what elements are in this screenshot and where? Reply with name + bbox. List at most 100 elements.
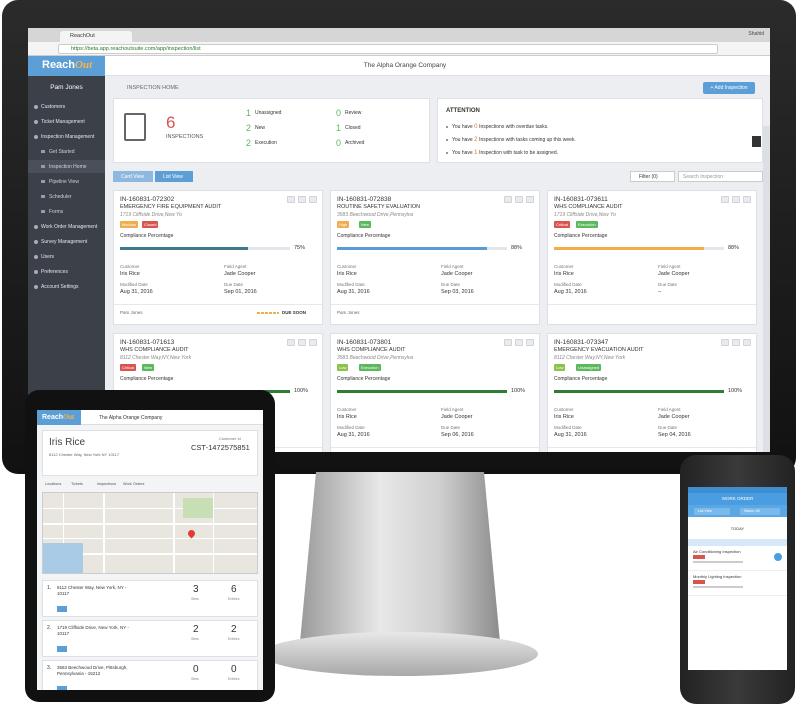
card-divider [548, 447, 756, 448]
submenu-icon [41, 165, 45, 168]
card-divider [114, 304, 322, 305]
user-name: Pam Jones [50, 84, 83, 91]
menu-item[interactable]: Users [41, 254, 55, 260]
menu-item[interactable]: Ticket Management [41, 119, 85, 125]
edit-icon[interactable] [298, 196, 306, 203]
map [42, 492, 258, 574]
phone-status-filter[interactable]: Status: All [740, 508, 780, 515]
work-order-title[interactable]: Monthly Lighting Inspection [693, 574, 742, 579]
card-id: IN-160831-073347 [554, 339, 609, 346]
phone-status-bar [688, 487, 787, 493]
field-label: Modified Date [554, 425, 582, 430]
bullet [446, 126, 448, 128]
tablet-tab[interactable]: Locations [45, 482, 62, 486]
attention-title: ATTENTION [446, 108, 480, 114]
delete-icon[interactable] [526, 196, 534, 203]
menu-item[interactable]: Inspection Management [41, 134, 95, 140]
field-value: Sep 01, 2016 [224, 289, 257, 295]
inspection-card: IN-160831-072302 EMERGENCY FIRE EQUIPMENT… [113, 190, 323, 325]
edit-icon[interactable] [732, 196, 740, 203]
map-road [43, 538, 257, 539]
work-order-tag [693, 555, 705, 559]
work-order-title[interactable]: Air Conditioning Inspection [693, 549, 741, 554]
list-view-button[interactable]: List View [155, 171, 193, 182]
submenu-item[interactable]: Forms [49, 209, 64, 215]
view-icon[interactable] [504, 196, 512, 203]
search-input[interactable]: Search Inspection [678, 171, 763, 182]
info-badge [752, 136, 761, 147]
status-tag: Critical [554, 221, 571, 228]
location-address: 3583 Beechwood Drive, Pittsburgh, Pennsy… [57, 665, 128, 676]
entities-count: 6 [231, 584, 237, 595]
tab-bar [28, 28, 770, 42]
view-icon[interactable] [721, 339, 729, 346]
map-road [213, 493, 214, 573]
edit-icon[interactable] [732, 339, 740, 346]
map-park [183, 498, 213, 518]
delete-icon[interactable] [309, 196, 317, 203]
field-label: Customer [554, 407, 574, 412]
stat-label: New [255, 125, 266, 131]
menu-active [28, 160, 105, 173]
menu-item[interactable]: Work Order Management [41, 224, 98, 230]
attention-lead: You have [452, 150, 475, 156]
browser-user: Shahid [748, 31, 764, 37]
browser-tab[interactable]: ReachOut [60, 31, 132, 42]
field-value: Jade Cooper [441, 414, 473, 420]
clipboard-icon [124, 113, 146, 141]
card-view-button[interactable]: Card View [113, 171, 153, 182]
tablet-tab[interactable]: Tickets [71, 482, 83, 486]
card-id: IN-160831-071613 [120, 339, 175, 346]
submenu-item[interactable]: Scheduler [49, 194, 72, 200]
location-button[interactable] [57, 646, 67, 652]
view-icon[interactable] [287, 339, 295, 346]
tablet-tab[interactable]: Inspections [97, 482, 117, 486]
inspection-card: IN-160831-073347 EMERGENCY EVACUATION AUD… [547, 333, 757, 452]
submenu-item[interactable]: Pipeline View [49, 179, 79, 185]
stat-label: Closed [345, 125, 361, 131]
tablet-company: The Alpha Orange Company [99, 415, 163, 421]
url-field[interactable]: https://beta.app.reachoutsuite.com/app/i… [58, 44, 718, 54]
card-title: WHS COMPLIANCE AUDIT [554, 204, 623, 210]
compliance-bar [554, 247, 704, 250]
card-title: EMERGENCY EVACUATION AUDIT [554, 347, 644, 353]
compliance-value: 75% [294, 245, 306, 251]
menu-icon [34, 240, 38, 244]
menu-item[interactable]: Customers [41, 104, 66, 110]
menu-item[interactable]: Account Settings [41, 284, 79, 290]
edit-icon[interactable] [515, 196, 523, 203]
add-button[interactable]: + Add Inspection [703, 82, 755, 94]
card-owner: Pam Jones [120, 310, 143, 315]
delete-icon[interactable] [743, 339, 751, 346]
submenu-item[interactable]: Get Started [49, 149, 75, 155]
field-label: Modified Date [554, 282, 582, 287]
location-button[interactable] [57, 606, 67, 612]
phone-list-view[interactable]: List View [694, 508, 730, 515]
stat-value: 2 [246, 138, 252, 148]
card-title: ROUTINE SAFETY EVALUATION [337, 204, 421, 210]
attention-item: You have 0 Inspections with overdue task… [452, 124, 549, 130]
submenu-icon [41, 150, 45, 153]
attention-lead: You have [452, 137, 475, 143]
tablet-tab[interactable]: Work Orders [123, 482, 145, 486]
compliance-value: 100% [294, 388, 309, 394]
menu-item[interactable]: Preferences [41, 269, 68, 275]
field-label: Due Date [441, 425, 461, 430]
view-icon[interactable] [287, 196, 295, 203]
submenu-item[interactable]: Inspection Home [49, 164, 87, 170]
view-icon[interactable] [504, 339, 512, 346]
inspection-card: IN-160831-073611 WHS COMPLIANCE AUDIT 1719… [547, 190, 757, 325]
location-button[interactable] [57, 686, 67, 690]
delete-icon[interactable] [743, 196, 751, 203]
delete-icon[interactable] [526, 339, 534, 346]
edit-icon[interactable] [298, 339, 306, 346]
phone-fab[interactable] [774, 553, 782, 561]
view-icon[interactable] [721, 196, 729, 203]
attention-text: Inspection with task to be assigned. [479, 150, 559, 156]
filter-button[interactable]: Filter (0) [630, 171, 675, 182]
edit-icon[interactable] [515, 339, 523, 346]
menu-icon [34, 255, 38, 259]
menu-item[interactable]: Survey Management [41, 239, 88, 245]
delete-icon[interactable] [309, 339, 317, 346]
scrollbar [763, 126, 770, 452]
